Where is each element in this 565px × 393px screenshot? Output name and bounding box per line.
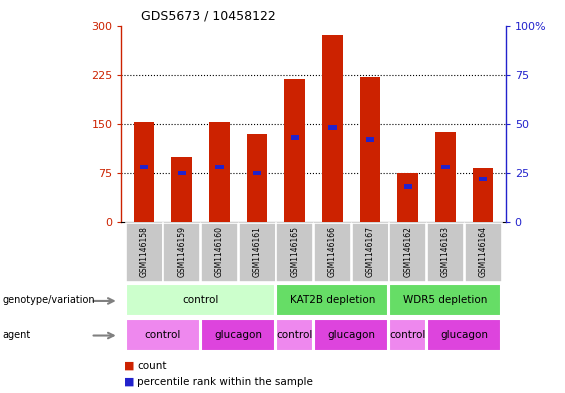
Bar bbox=[209, 123, 230, 222]
Text: GSM1146159: GSM1146159 bbox=[177, 226, 186, 277]
Text: glucagon: glucagon bbox=[214, 330, 262, 340]
Text: genotype/variation: genotype/variation bbox=[3, 295, 95, 305]
Bar bbox=[215, 165, 224, 169]
Bar bbox=[389, 223, 426, 282]
Text: glucagon: glucagon bbox=[440, 330, 488, 340]
Text: percentile rank within the sample: percentile rank within the sample bbox=[137, 376, 313, 387]
Bar bbox=[238, 223, 276, 282]
Text: glucagon: glucagon bbox=[327, 330, 375, 340]
Text: GSM1146164: GSM1146164 bbox=[479, 226, 488, 277]
Bar bbox=[441, 165, 450, 169]
Text: control: control bbox=[145, 330, 181, 340]
Text: GSM1146163: GSM1146163 bbox=[441, 226, 450, 277]
Bar bbox=[201, 223, 238, 282]
Bar bbox=[134, 123, 154, 222]
Bar bbox=[328, 125, 337, 130]
Bar bbox=[479, 176, 487, 181]
Bar bbox=[140, 165, 148, 169]
Bar bbox=[351, 223, 389, 282]
Text: GDS5673 / 10458122: GDS5673 / 10458122 bbox=[141, 10, 275, 23]
Bar bbox=[389, 319, 426, 351]
Text: ■: ■ bbox=[124, 361, 135, 371]
Text: control: control bbox=[389, 330, 426, 340]
Bar bbox=[427, 319, 501, 351]
Text: control: control bbox=[182, 295, 219, 305]
Text: WDR5 depletion: WDR5 depletion bbox=[403, 295, 488, 305]
Bar bbox=[322, 35, 343, 222]
Bar bbox=[247, 134, 267, 222]
Text: GSM1146161: GSM1146161 bbox=[253, 226, 262, 277]
Text: GSM1146158: GSM1146158 bbox=[140, 226, 149, 277]
Bar bbox=[314, 319, 388, 351]
Text: ■: ■ bbox=[124, 376, 135, 387]
Bar bbox=[284, 79, 305, 222]
Text: count: count bbox=[137, 361, 167, 371]
Bar bbox=[366, 137, 374, 142]
Bar bbox=[177, 171, 186, 175]
Bar bbox=[403, 184, 412, 189]
Bar bbox=[126, 285, 275, 316]
Bar bbox=[201, 319, 275, 351]
Bar bbox=[276, 285, 388, 316]
Bar bbox=[464, 223, 502, 282]
Bar bbox=[290, 135, 299, 140]
Text: agent: agent bbox=[3, 330, 31, 340]
Bar bbox=[435, 132, 456, 222]
Bar bbox=[171, 156, 192, 222]
Text: KAT2B depletion: KAT2B depletion bbox=[290, 295, 375, 305]
Text: GSM1146160: GSM1146160 bbox=[215, 226, 224, 277]
Bar bbox=[314, 223, 351, 282]
Text: GSM1146166: GSM1146166 bbox=[328, 226, 337, 277]
Bar bbox=[125, 223, 163, 282]
Bar bbox=[389, 285, 501, 316]
Bar bbox=[253, 171, 261, 175]
Bar bbox=[276, 223, 313, 282]
Text: GSM1146165: GSM1146165 bbox=[290, 226, 299, 277]
Bar bbox=[427, 223, 464, 282]
Text: GSM1146167: GSM1146167 bbox=[366, 226, 375, 277]
Bar bbox=[163, 223, 200, 282]
Bar bbox=[360, 77, 380, 222]
Bar bbox=[397, 173, 418, 222]
Bar bbox=[276, 319, 313, 351]
Text: GSM1146162: GSM1146162 bbox=[403, 226, 412, 277]
Bar bbox=[126, 319, 200, 351]
Bar bbox=[473, 168, 493, 222]
Text: control: control bbox=[276, 330, 313, 340]
